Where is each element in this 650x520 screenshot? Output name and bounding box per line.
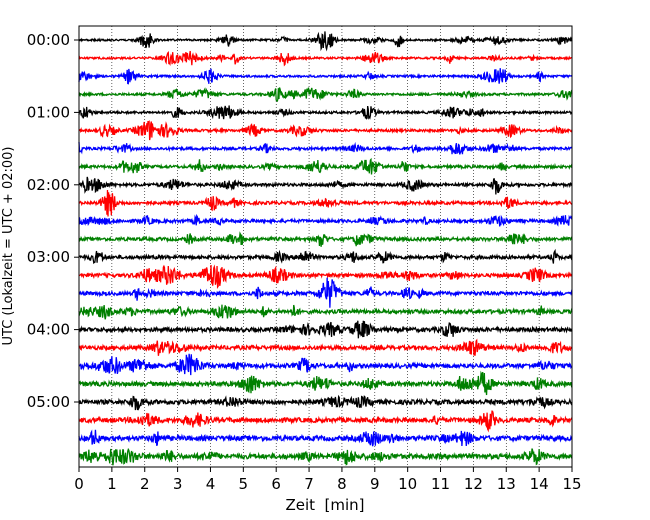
seismic-trace [78, 157, 573, 175]
seismic-trace [78, 141, 573, 155]
y-axis: 00:00 01:00 02:00 03:00 04:00 05:00 [27, 31, 79, 411]
seismic-trace [78, 231, 573, 247]
seismic-trace [78, 120, 573, 141]
y-tick-label: 01:00 [27, 103, 70, 121]
seismic-trace [78, 320, 573, 339]
plot-frame [78, 25, 573, 468]
y-axis-label: UTC (Lokalzeit = UTC + 02:00) [1, 147, 16, 346]
seismic-trace [78, 105, 573, 120]
y-tick-label: 02:00 [27, 176, 70, 194]
y-tick-label: 03:00 [27, 248, 70, 266]
seismic-trace [78, 353, 573, 376]
x-tick-label: 5 [239, 475, 249, 493]
x-tick-label: 14 [530, 475, 549, 493]
x-tick-label: 12 [464, 475, 483, 493]
x-tick-label: 2 [140, 475, 150, 493]
x-tick-label: 4 [206, 475, 216, 493]
seismic-trace [78, 176, 573, 195]
x-tick-label: 7 [304, 475, 314, 493]
seismic-trace [78, 190, 573, 217]
x-tick-label: 15 [562, 475, 581, 493]
x-tick-label: 13 [497, 475, 516, 493]
seismic-trace [78, 410, 573, 433]
seismic-trace [78, 394, 573, 411]
seismic-trace [78, 213, 573, 227]
seismic-trace [78, 447, 573, 466]
seismic-trace [78, 31, 573, 52]
y-tick-label: 00:00 [27, 31, 70, 49]
x-tick-label: 1 [107, 475, 117, 493]
plot-background [79, 26, 572, 467]
seismic-trace [78, 277, 573, 308]
seismic-traces [78, 31, 573, 466]
y-tick-label: 04:00 [27, 321, 70, 339]
seismic-trace [78, 50, 573, 67]
x-axis: 0 1 2 3 4 5 6 7 8 9 10 11 12 13 14 15 [74, 467, 582, 493]
seismic-trace [78, 248, 573, 265]
seismic-trace [78, 87, 573, 102]
seismic-trace [78, 264, 573, 289]
x-tick-label: 10 [398, 475, 417, 493]
seismic-trace [78, 429, 573, 447]
seismic-trace [78, 370, 573, 396]
seismic-trace [78, 338, 573, 356]
x-axis-label: Zeit [min] [285, 496, 364, 514]
seismic-trace [78, 304, 573, 320]
x-tick-label: 3 [173, 475, 183, 493]
y-tick-label: 05:00 [27, 393, 70, 411]
x-tick-label: 11 [431, 475, 450, 493]
x-tick-label: 6 [271, 475, 281, 493]
x-tick-label: 9 [370, 475, 380, 493]
seismic-trace [78, 68, 573, 85]
x-tick-label: 0 [74, 475, 84, 493]
x-tick-label: 8 [337, 475, 347, 493]
